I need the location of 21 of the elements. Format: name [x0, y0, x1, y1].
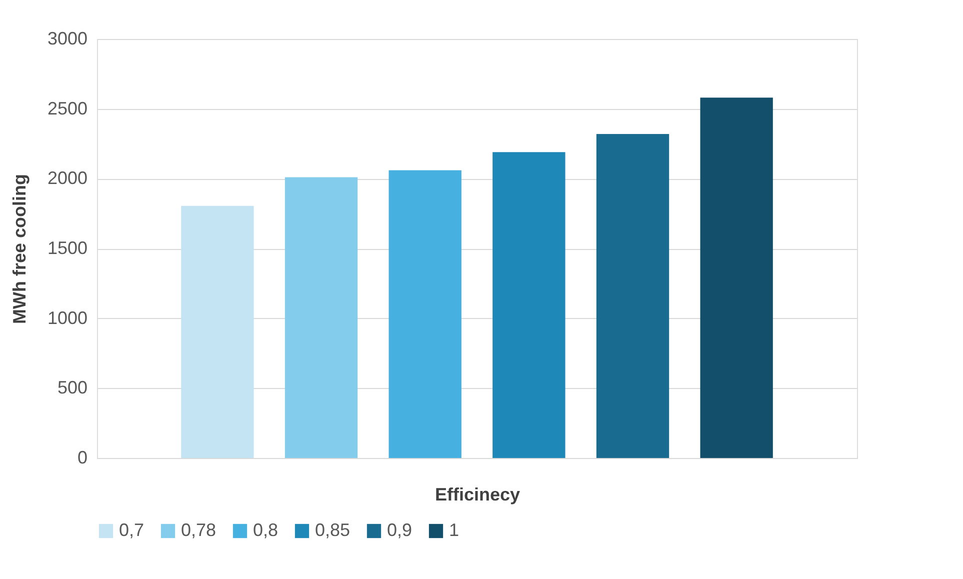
legend-label: 0,7 [119, 520, 144, 540]
legend-label: 0,78 [181, 520, 216, 540]
y-tick-label: 0 [77, 448, 88, 468]
y-tick-label: 500 [57, 378, 88, 398]
x-axis-title: Efficinecy [434, 484, 520, 504]
legend-label: 0,85 [315, 520, 350, 540]
y-tick-label: 1000 [47, 308, 88, 328]
bar [596, 134, 670, 458]
legend-label: 0,8 [253, 520, 278, 540]
bar [492, 152, 566, 458]
y-tick-label: 1500 [47, 238, 88, 258]
bar [388, 170, 462, 458]
legend-label: 0,9 [387, 520, 412, 540]
legend-label: 1 [449, 520, 460, 540]
bar [700, 98, 773, 458]
y-axis-title: MWh free cooling [9, 174, 30, 324]
bar [181, 206, 254, 458]
y-tick-label: 2500 [47, 98, 88, 118]
y-tick-label: 2000 [47, 168, 88, 188]
bar [284, 177, 358, 458]
y-tick-label: 3000 [47, 28, 88, 48]
